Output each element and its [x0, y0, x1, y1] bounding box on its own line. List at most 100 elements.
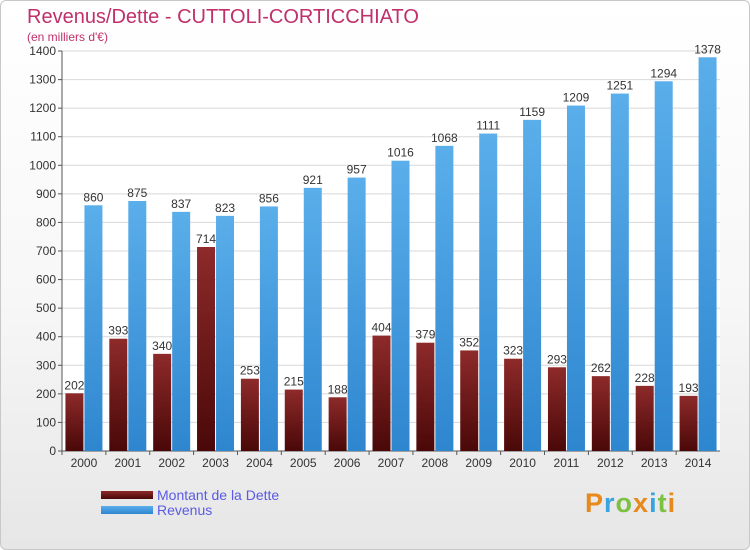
data-label-revenus: 1016: [387, 146, 414, 160]
data-label-dette: 323: [503, 344, 523, 358]
data-label-revenus: 875: [127, 186, 147, 200]
bar-dette: [679, 395, 698, 451]
y-tick-label: 300: [36, 358, 56, 372]
bar-dette: [416, 342, 435, 451]
data-label-dette: 714: [196, 232, 216, 246]
bar-revenus: [610, 93, 629, 452]
x-tick-label: 2010: [509, 456, 536, 470]
bar-revenus: [654, 81, 673, 452]
grid: [62, 50, 720, 452]
y-tick-label: 1100: [30, 130, 56, 144]
data-label-revenus: 1111: [476, 119, 500, 133]
legend-label-revenus: Revenus: [157, 502, 213, 518]
bar-revenus: [303, 187, 322, 451]
axes: 0 100 200 300 400 500 600 700 800 900 1000 1100 1200…: [29, 44, 720, 470]
bar-revenus: [128, 201, 147, 451]
y-tick-label: 600: [36, 273, 56, 287]
bar-revenus: [347, 177, 366, 452]
data-label-revenus: 1378: [694, 42, 721, 56]
data-label-revenus: 1209: [563, 91, 590, 105]
x-tick-label: 2003: [202, 456, 229, 470]
bar-dette: [591, 376, 610, 451]
logo-letter: x: [633, 488, 650, 518]
legend-item-revenus: Revenus: [101, 502, 212, 518]
data-label-dette: 202: [64, 378, 84, 392]
y-tick-label: 500: [36, 301, 56, 315]
logo-letter: P: [585, 488, 605, 518]
bar-dette: [240, 378, 259, 451]
logo-letter: i: [649, 488, 658, 518]
proxiti-logo: Proxiti: [585, 488, 676, 519]
bar-dette: [635, 385, 654, 451]
chart-subtitle: (en milliers d'€): [27, 30, 108, 44]
legend-swatch-revenus: [101, 506, 153, 514]
data-label-dette: 379: [415, 328, 435, 342]
data-label-revenus: 823: [215, 201, 235, 215]
x-tick-label: 2006: [334, 456, 361, 470]
bar-dette: [504, 358, 523, 451]
y-tick-label: 100: [36, 415, 56, 429]
data-label-dette: 193: [679, 381, 699, 395]
data-label-dette: 404: [371, 321, 391, 335]
bar-revenus: [435, 145, 454, 451]
logo-letter: r: [604, 488, 616, 518]
y-tick-label: 1300: [29, 73, 56, 87]
data-label-revenus: 860: [83, 190, 103, 204]
x-tick-label: 2007: [378, 456, 405, 470]
bar-revenus: [479, 133, 498, 452]
x-tick-label: 2005: [290, 456, 317, 470]
x-tick-label: 2013: [641, 456, 668, 470]
data-label-revenus: 957: [347, 163, 367, 177]
data-label-revenus: 1294: [650, 66, 677, 80]
y-tick-label: 1000: [29, 158, 56, 172]
bar-dette: [153, 353, 172, 451]
x-tick-label: 2012: [597, 456, 624, 470]
data-label-dette: 340: [152, 339, 172, 353]
logo-letter: o: [615, 488, 634, 518]
y-tick-label: 0: [49, 444, 56, 458]
data-label-revenus: 921: [303, 173, 323, 187]
bar-revenus: [566, 105, 585, 452]
logo-letter: i: [667, 488, 677, 518]
data-label-dette: 188: [328, 382, 348, 396]
x-tick-label: 2009: [465, 456, 492, 470]
legend-swatch-dette: [101, 491, 153, 499]
data-label-revenus: 1068: [431, 131, 458, 145]
x-tick-label: 2000: [71, 456, 98, 470]
x-tick-label: 2008: [422, 456, 449, 470]
x-tick-label: 2004: [246, 456, 273, 470]
data-label-dette: 253: [240, 364, 260, 378]
bar-dette: [197, 247, 216, 451]
bar-revenus: [172, 211, 191, 451]
y-tick-label: 400: [36, 330, 56, 344]
y-tick-label: 700: [36, 244, 56, 258]
x-tick-label: 2002: [158, 456, 185, 470]
data-labels: 202 860 393 875 340 837 714 823 253 856 215 921 188 9…: [64, 42, 721, 396]
x-tick-label: 2014: [685, 456, 712, 470]
bar-dette: [65, 393, 84, 451]
x-tick-label: 2011: [554, 456, 580, 470]
data-label-revenus: 856: [259, 191, 279, 205]
bar-dette: [460, 350, 479, 451]
x-tick-label: 2001: [114, 456, 141, 470]
bar-revenus: [391, 160, 410, 451]
bar-revenus: [523, 119, 542, 451]
legend-label-dette: Montant de la Dette: [157, 487, 280, 503]
bar-dette: [109, 338, 128, 451]
data-label-dette: 215: [284, 375, 304, 389]
bars: [65, 57, 717, 452]
data-label-dette: 293: [547, 352, 567, 366]
data-label-dette: 228: [635, 371, 655, 385]
y-tick-label: 900: [36, 187, 56, 201]
chart-title: Revenus/Dette - CUTTOLI-CORTICCHIATO: [27, 6, 419, 28]
legend-item-dette: Montant de la Dette: [101, 487, 279, 503]
bar-revenus: [259, 206, 278, 451]
y-tick-label: 1400: [29, 44, 56, 58]
data-label-dette: 352: [459, 335, 479, 349]
data-label-dette: 393: [108, 324, 128, 338]
bar-revenus: [216, 215, 235, 451]
bar-revenus: [698, 57, 717, 452]
y-tick-label: 800: [36, 215, 56, 229]
data-label-dette: 262: [591, 361, 611, 375]
